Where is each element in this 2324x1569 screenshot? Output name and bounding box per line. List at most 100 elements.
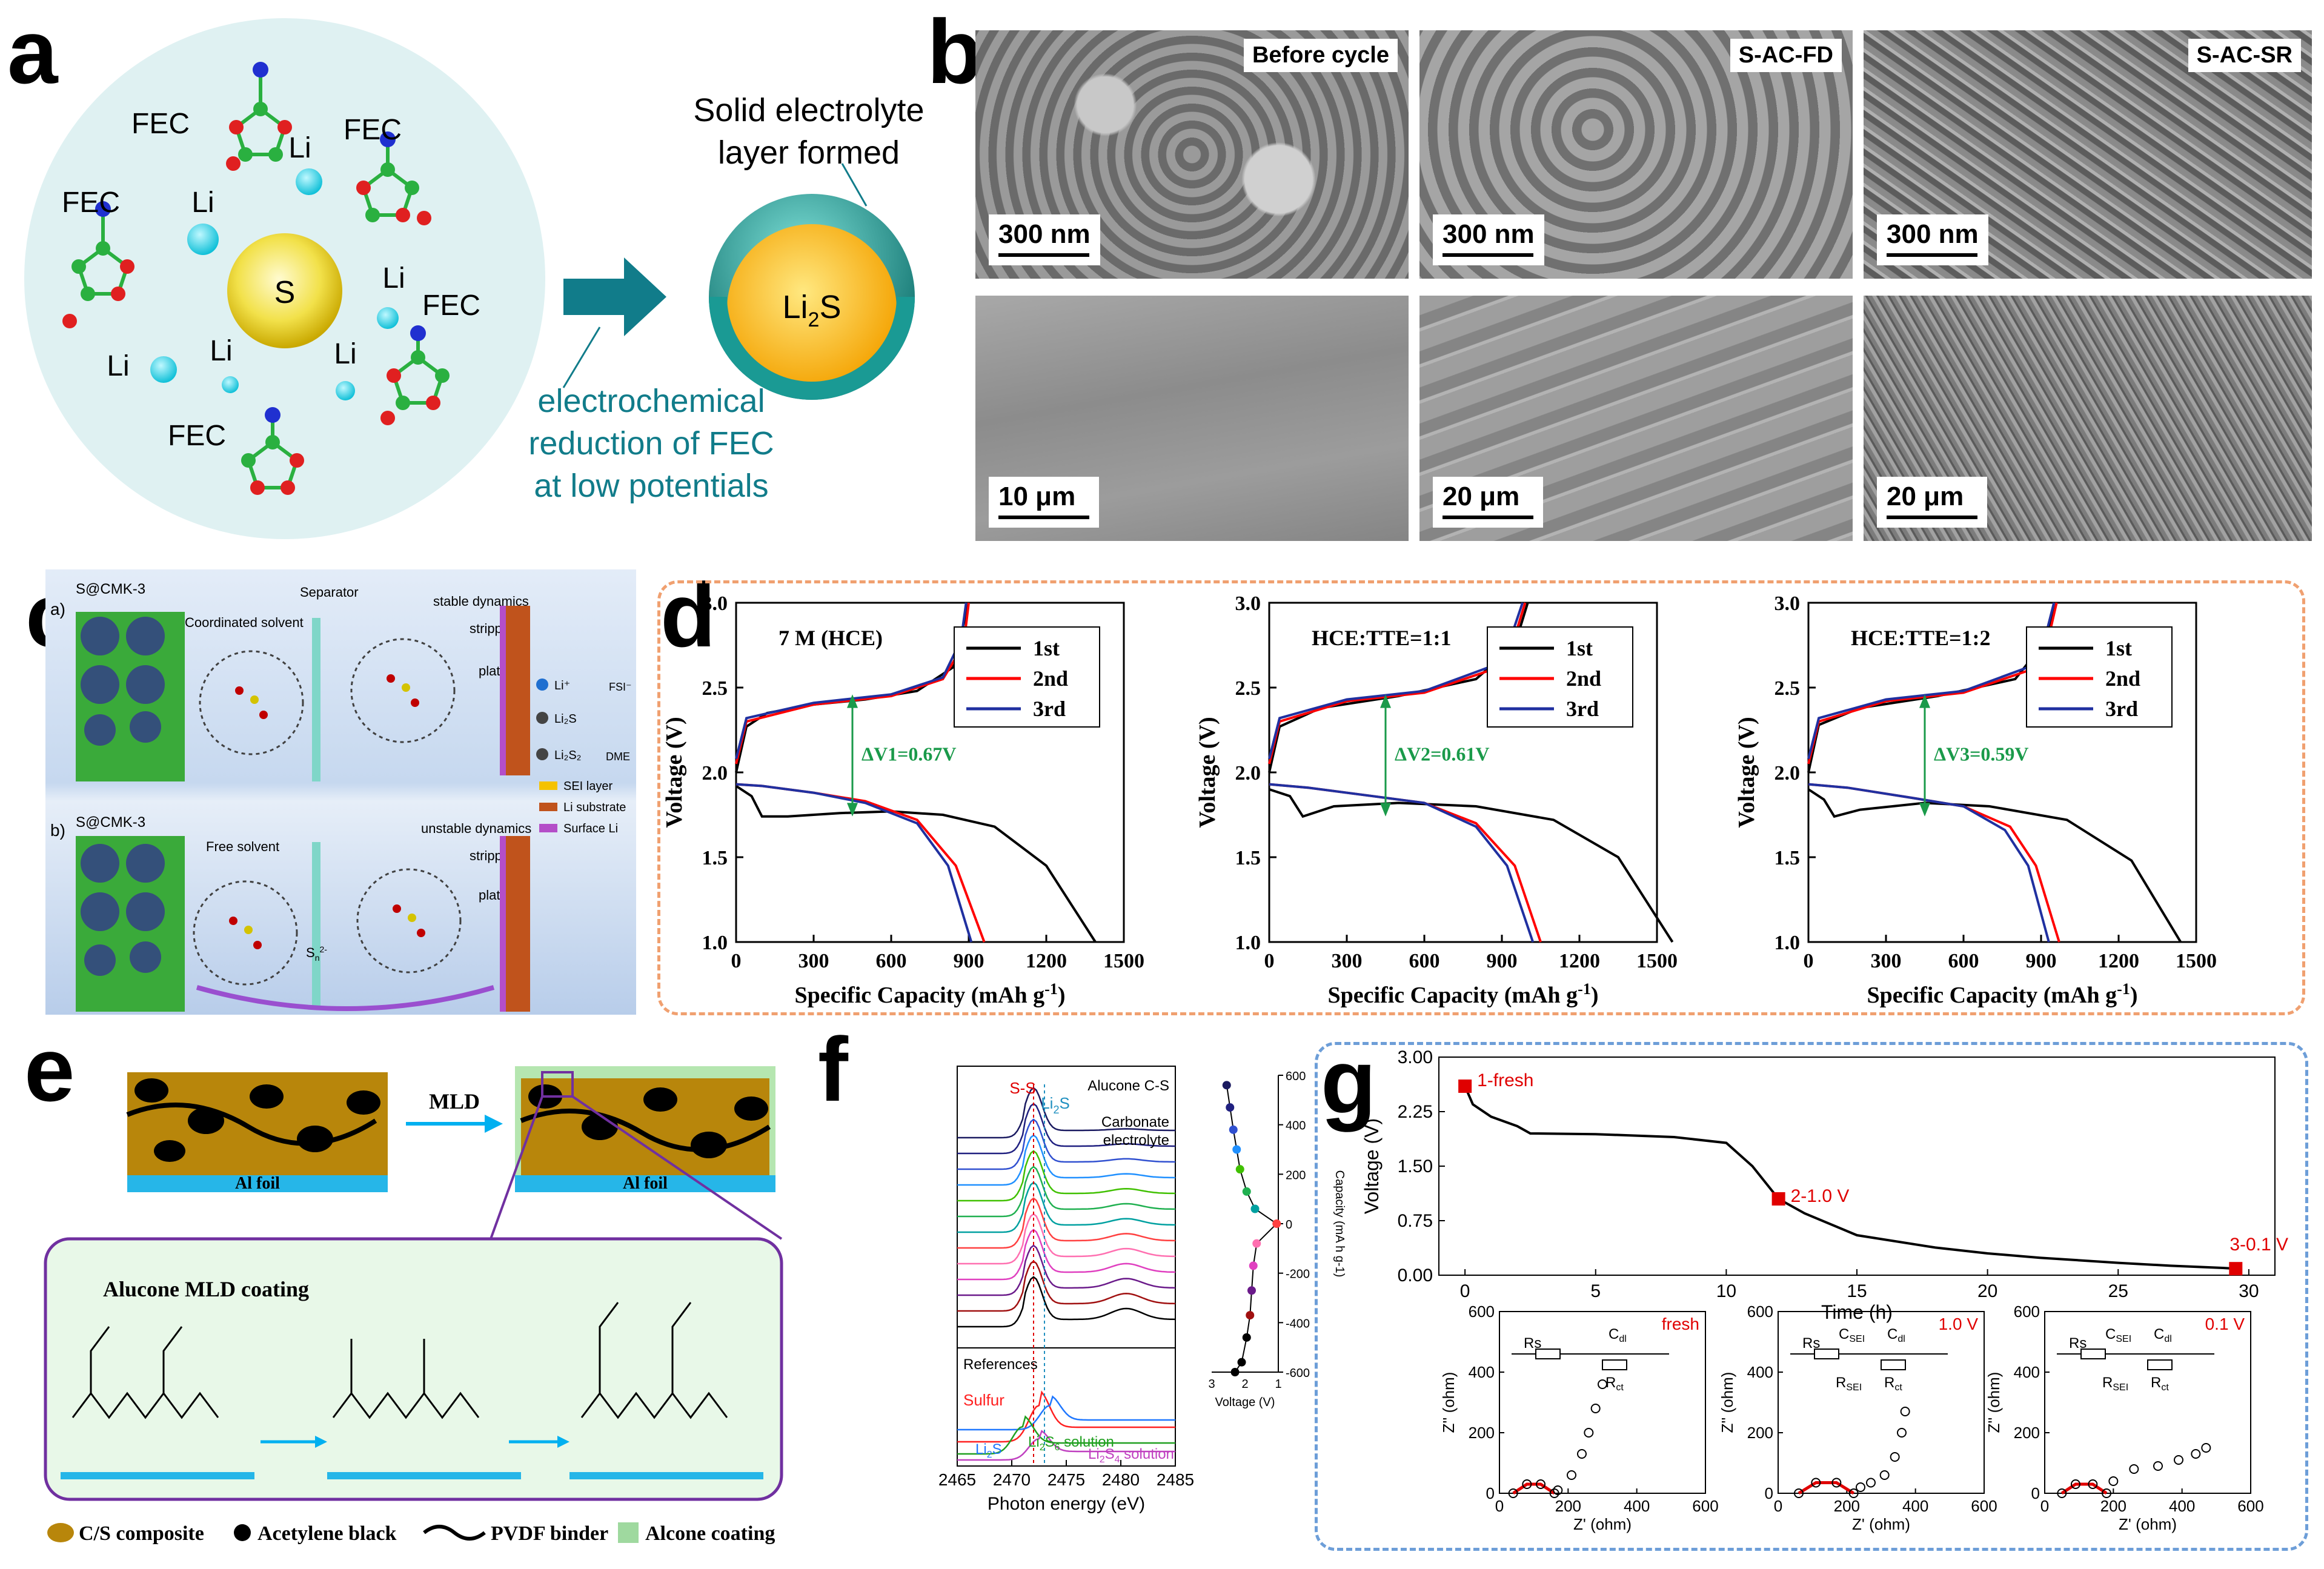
legend-alcone: Alcone coating	[645, 1522, 775, 1545]
side-point	[1226, 1103, 1235, 1112]
li-ion	[187, 224, 219, 255]
y-tick-label: 2.5	[1775, 677, 1801, 700]
side-y-tick-label: 0	[1286, 1218, 1292, 1232]
circuit-csei: CSEI	[1839, 1326, 1865, 1344]
side-point	[1252, 1239, 1261, 1248]
side-point	[1247, 1286, 1256, 1295]
alucone-chemistry	[71, 1302, 728, 1419]
sn-label: Sn2-	[306, 944, 327, 963]
delta-v-label: ΔV3=0.59V	[1934, 743, 2029, 765]
legend-li2s2: Li₂S₂	[554, 749, 581, 762]
side-y-tick-label: 200	[1286, 1169, 1306, 1182]
y-tick-label: 0.00	[1398, 1265, 1433, 1285]
eis-y-tick-label: 0	[1486, 1484, 1495, 1502]
al-foil-right	[515, 1175, 775, 1192]
eis-y-tick-label: 200	[2014, 1424, 2040, 1442]
eis-point	[2088, 1479, 2098, 1489]
y-tick-label: 1.0	[1235, 932, 1261, 954]
y-tick-label: 2.5	[702, 677, 728, 700]
eis-point	[2129, 1464, 2139, 1474]
eis-point	[1549, 1488, 1559, 1498]
y-axis-label: Voltage (V)	[1195, 717, 1220, 828]
x-tick-label: 900	[954, 950, 984, 972]
x-tick-label: 900	[1487, 950, 1518, 972]
plot-frame	[1438, 1057, 2276, 1276]
eis-point	[2153, 1461, 2163, 1471]
circuit-rs: Rs	[1802, 1335, 1820, 1352]
eis-x-tick-label: 600	[2237, 1497, 2263, 1515]
x-tick-label: 0	[1804, 950, 1814, 972]
sem-image-s-ac-sr: S-AC-SR 300 nm	[1864, 30, 2312, 279]
circuit-resistor	[1602, 1359, 1627, 1370]
sub-label-b: b)	[50, 821, 65, 840]
side-y-tick-label: 600	[1286, 1070, 1306, 1083]
side-point	[1232, 1145, 1241, 1154]
eis-point	[2057, 1488, 2067, 1498]
sem-surface-s-ac-sr: 20 μm	[1864, 296, 2312, 541]
li-ion	[150, 356, 177, 383]
arrowhead	[1919, 694, 1930, 708]
li-label: Li	[334, 338, 356, 370]
x-tick-label: 300	[1332, 950, 1363, 972]
panel-label-e: e	[24, 1018, 75, 1120]
y-tick-label: 3.0	[702, 592, 728, 615]
sei-label-line2: layer formed	[718, 134, 900, 171]
x-tick-label: 1500	[2176, 950, 2217, 972]
reference-spectrum	[957, 1415, 1175, 1455]
reference-spectrum	[957, 1390, 1175, 1443]
delta-v-label: ΔV2=0.61V	[1395, 743, 1490, 765]
series-line-3rd-discharge	[1269, 783, 1535, 943]
eis-x-tick-label: 400	[1624, 1497, 1650, 1515]
arrowhead	[1919, 803, 1930, 817]
x-axis-label: Specific Capacity (mAh g-1)	[1867, 980, 2137, 1008]
circuit-resistor	[1814, 1348, 1839, 1359]
eis-plot-3: 0 200 400 600 0 200 400 600 Z' (ohm) Z'' (ohm) 0.1…	[1985, 1302, 2264, 1533]
chart-title: HCE:TTE=1:1	[1312, 626, 1452, 650]
side-x-tick-label: 2	[1241, 1378, 1248, 1391]
fit-curve	[1798, 1481, 1855, 1495]
fec-label: FEC	[168, 420, 226, 452]
eis-y-tick-label: 200	[1469, 1424, 1495, 1442]
legend-label: 3rd	[1033, 697, 1066, 721]
eis-plot-2: 0 200 400 600 0 200 400 600 Z' (ohm) Z'' (ohm) 1.0…	[1718, 1302, 1997, 1533]
eis-frame	[1778, 1311, 1985, 1494]
legend-sei: SEI layer	[563, 780, 613, 793]
li-label: Li	[210, 335, 232, 367]
panel-c-drawing: a) b) S@CMK-3 S@CMK-3 Coordinated solven…	[50, 581, 632, 1012]
process-arrow	[563, 257, 666, 336]
free-solvent-label: Free solvent	[206, 839, 279, 854]
voltage-chart-3: 1.0 1.5 2.0 2.5 3.0 0 300 600 900 1200 1500 Voltage…	[1734, 592, 2217, 1008]
eis-state-label: 0.1 V	[2205, 1315, 2245, 1333]
panel-label-a: a	[7, 1, 58, 102]
panel-a-schematic: S Li Li Li Li Li Li	[24, 18, 925, 539]
xanes-spectrum	[957, 1150, 1176, 1202]
circuit-rct: Rct	[2151, 1375, 2169, 1393]
scale-bar: 20 μm	[1877, 477, 1987, 528]
xanes-spectrum	[957, 1213, 1175, 1265]
fec-molecule	[380, 325, 450, 425]
sei-label-line1: Solid electrolyte	[693, 92, 924, 128]
eis-point	[1553, 1485, 1563, 1495]
li-label: Li	[191, 187, 214, 219]
title-line3: electrolyte	[1103, 1132, 1169, 1149]
eis-point	[2071, 1479, 2080, 1489]
sulfur-label: Sulfur	[963, 1391, 1004, 1409]
arrowhead	[1380, 803, 1391, 817]
eis-y-tick-label: 400	[1747, 1363, 1773, 1381]
reduction-line1: electrochemical	[537, 383, 765, 419]
li2s-label: Li2S	[783, 289, 842, 331]
eis-point	[2191, 1449, 2201, 1459]
li-anode-top	[506, 606, 530, 775]
unstable-label: unstable dynamics	[421, 821, 531, 836]
circuit-rsei: RSEI	[2102, 1375, 2128, 1393]
li-label: Li	[382, 262, 405, 294]
eis-y-tick-label: 400	[1469, 1363, 1495, 1381]
y-tick-label: 1.0	[1775, 932, 1801, 954]
chart-title: HCE:TTE=1:2	[1851, 626, 1991, 650]
panel-label-b: b	[927, 1, 983, 102]
fec-label: FEC	[131, 108, 190, 140]
eis-point	[1879, 1470, 1890, 1480]
eis-x-tick-label: 0	[2040, 1497, 2049, 1515]
al-foil-left	[127, 1175, 388, 1192]
eis-x-tick-label: 600	[1692, 1497, 1718, 1515]
